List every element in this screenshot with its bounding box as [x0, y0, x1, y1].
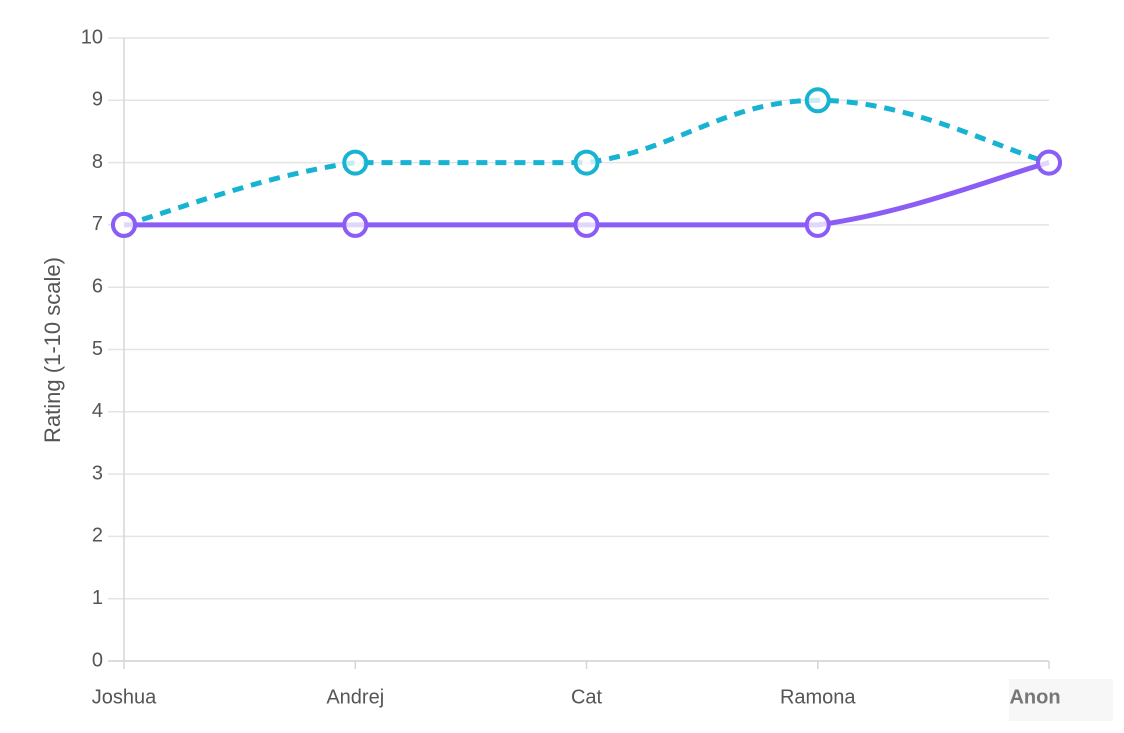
data-point[interactable] — [111, 211, 137, 238]
data-point[interactable] — [573, 149, 600, 176]
x-tick-label[interactable]: Anon — [1009, 686, 1060, 708]
y-tick-label: 6 — [92, 275, 103, 297]
y-tick-label: 3 — [92, 462, 103, 484]
y-tick-labels: 0 1 2 3 4 5 6 7 8 9 10 — [81, 26, 103, 671]
y-tick-label: 1 — [92, 587, 103, 609]
data-point[interactable] — [573, 211, 600, 238]
series-1 — [111, 149, 1062, 238]
data-point[interactable] — [804, 87, 831, 114]
y-tick-label: 8 — [92, 151, 103, 173]
data-point[interactable] — [1036, 149, 1062, 176]
y-tick-label: 10 — [81, 26, 103, 48]
data-point[interactable] — [342, 149, 369, 176]
data-point[interactable] — [342, 211, 369, 238]
y-tick-label: 5 — [92, 338, 103, 360]
grid-lines — [108, 37, 1049, 662]
x-tick-label: Andrej — [326, 686, 384, 708]
y-axis-title: Rating (1-10 scale) — [40, 257, 65, 443]
x-tick-label: Cat — [571, 686, 603, 708]
series — [111, 87, 1062, 238]
axes — [108, 38, 1050, 669]
x-tick-highlight — [1009, 679, 1113, 721]
x-tick-label: Ramona — [780, 686, 856, 708]
data-point[interactable] — [804, 211, 831, 238]
y-tick-label: 2 — [92, 525, 103, 547]
y-tick-label: 0 — [92, 649, 103, 671]
x-tick-label: Joshua — [92, 686, 157, 708]
series-line — [123, 97, 1050, 228]
y-tick-label: 9 — [92, 89, 103, 111]
y-tick-label: 7 — [92, 213, 103, 235]
y-tick-label: 4 — [92, 400, 103, 422]
x-tick-labels: Joshua Andrej Cat Ramona Anon — [92, 679, 1113, 721]
